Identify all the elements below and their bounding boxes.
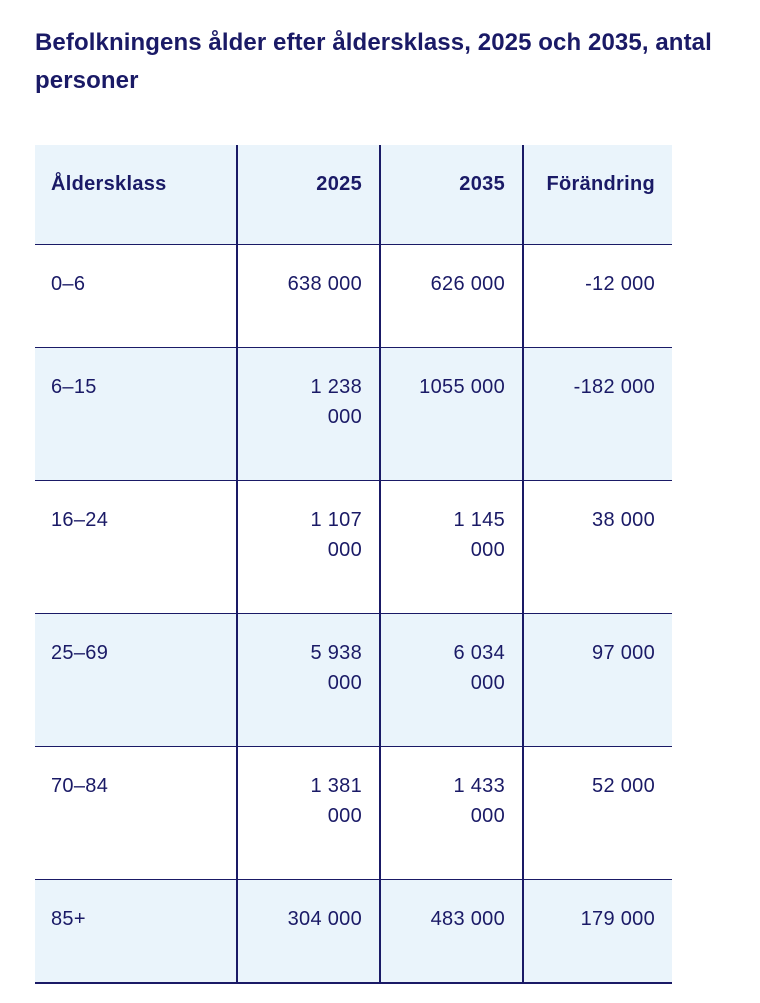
column-header-2035: 2035 <box>379 145 523 245</box>
table-row: 0–6 638 000 626 000 -12 000 <box>35 244 672 348</box>
table-row: 85+ 304 000 483 000 179 000 <box>35 879 672 983</box>
table-row: 25–69 5 938 000 6 034 000 97 000 <box>35 613 672 747</box>
change-cell: -12 000 <box>522 244 672 348</box>
change-cell: 179 000 <box>522 879 672 983</box>
value-2035-cell: 1 433 000 <box>379 746 523 880</box>
table-row: 70–84 1 381 000 1 433 000 52 000 <box>35 746 672 880</box>
change-cell: 52 000 <box>522 746 672 880</box>
value-2025-cell: 638 000 <box>236 244 380 348</box>
age-class-cell: 16–24 <box>51 509 109 531</box>
column-header-change: Förändring <box>522 145 672 245</box>
age-class-cell: 6–15 <box>51 376 97 398</box>
column-header-age-class: Åldersklass <box>51 173 167 195</box>
column-header-2025: 2025 <box>236 145 380 245</box>
value-2035-cell: 6 034 000 <box>379 613 523 747</box>
change-cell: 97 000 <box>522 613 672 747</box>
value-2025-cell: 1 238 000 <box>236 347 380 481</box>
age-class-cell: 25–69 <box>51 642 109 664</box>
age-class-cell: 70–84 <box>51 775 109 797</box>
age-class-cell: 85+ <box>51 908 86 930</box>
value-2025-cell: 304 000 <box>236 879 380 983</box>
value-2035-cell: 1055 000 <box>379 347 523 481</box>
table-row: 6–15 1 238 000 1055 000 -182 000 <box>35 347 672 481</box>
age-class-cell: 0–6 <box>51 273 86 295</box>
change-cell: 38 000 <box>522 480 672 614</box>
header-row: Åldersklass 2025 2035 Förändring <box>35 145 672 245</box>
value-2025-cell: 1 107 000 <box>236 480 380 614</box>
value-2035-cell: 626 000 <box>379 244 523 348</box>
value-2025-cell: 1 381 000 <box>236 746 380 880</box>
table-header: Åldersklass 2025 2035 Förändring <box>35 145 672 245</box>
value-2025-cell: 5 938 000 <box>236 613 380 747</box>
table-body: 0–6 638 000 626 000 -12 000 6–15 1 238 0… <box>35 244 672 983</box>
value-2035-cell: 483 000 <box>379 879 523 983</box>
value-2035-cell: 1 145 000 <box>379 480 523 614</box>
population-table: Åldersklass 2025 2035 Förändring 0–6 638… <box>35 145 672 984</box>
table-row: 16–24 1 107 000 1 145 000 38 000 <box>35 480 672 614</box>
change-cell: -182 000 <box>522 347 672 481</box>
page-title: Befolkningens ålder efter åldersklass, 2… <box>35 29 712 94</box>
